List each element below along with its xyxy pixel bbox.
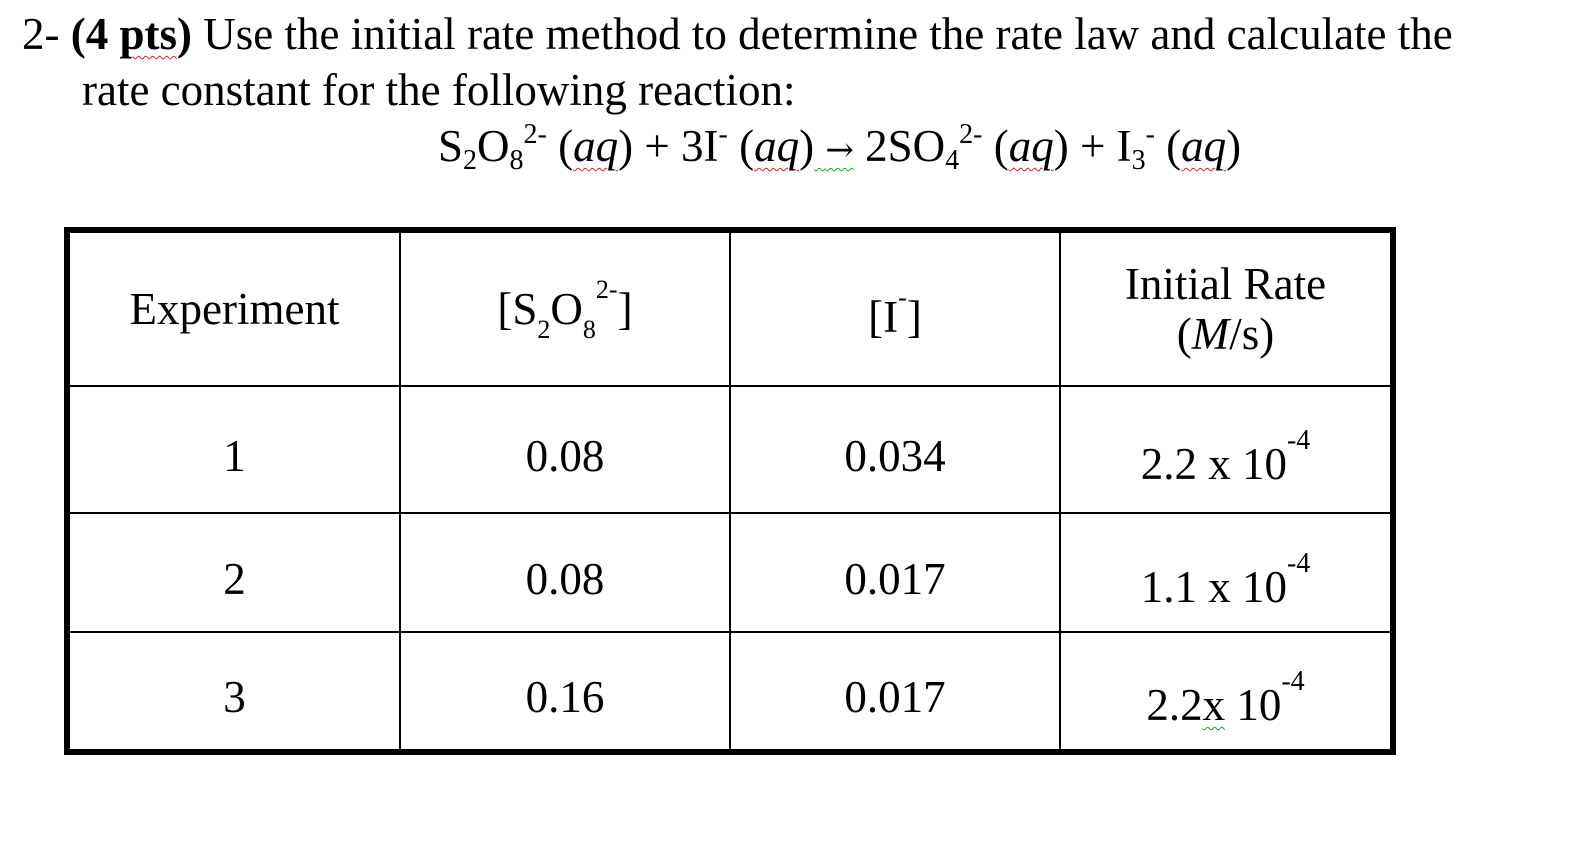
cell-persulfate: 0.08: [399, 385, 731, 514]
question-number: 2-: [22, 9, 60, 59]
cell-iodide: 0.017: [729, 512, 1061, 633]
cell-experiment: 1: [70, 385, 401, 514]
cell-iodide: 0.034: [729, 385, 1061, 514]
cell-persulfate: 0.08: [399, 512, 731, 633]
cell-experiment: 2: [70, 512, 401, 633]
cell-rate: 1.1 x 10-4: [1059, 512, 1390, 633]
header-persulfate-concentration: [S2O82-]: [399, 233, 731, 387]
table-row: 3 0.16 0.017 2.2x 10-4: [70, 631, 1390, 749]
header-iodide-concentration: [I-]: [729, 233, 1061, 387]
header-experiment: Experiment: [70, 233, 401, 387]
question-line-1: 2- (4 pts) Use the initial rate method t…: [22, 6, 1453, 62]
header-initial-rate: Initial Rate (M/s): [1059, 233, 1390, 387]
product-triiodide: I3- (aq): [1116, 119, 1242, 176]
rate-data-table: Experiment [S2O82-] [I-] Initial Rate (M…: [64, 227, 1396, 755]
cell-persulfate: 0.16: [399, 631, 731, 749]
spellcheck-pts: pts: [119, 9, 178, 59]
table-row: 1 0.08 0.034 2.2 x 10-4: [70, 385, 1390, 514]
reaction-equation: S2O82- (aq) + 3I- (aq) → 2SO42- (aq) + I…: [438, 118, 1241, 178]
question-line-2: rate constant for the following reaction…: [82, 65, 796, 115]
reactant-iodide: 3I- (aq) →: [681, 119, 854, 172]
question-points: (4 pts): [70, 9, 193, 59]
question-text: 2- (4 pts) Use the initial rate method t…: [22, 6, 1453, 118]
reactant-persulfate: S2O82- (aq): [438, 119, 634, 176]
table-header-row: Experiment [S2O82-] [I-] Initial Rate (M…: [70, 233, 1390, 387]
plus-sign: +: [1079, 121, 1106, 171]
product-sulfate: 2SO42- (aq): [865, 119, 1069, 176]
cell-experiment: 3: [70, 631, 401, 749]
table-row: 2 0.08 0.017 1.1 x 10-4: [70, 512, 1390, 633]
question-line-1-text: Use the initial rate method to determine…: [203, 9, 1453, 59]
cell-rate: 2.2x 10-4: [1059, 631, 1390, 749]
plus-sign: +: [644, 121, 670, 171]
reaction-arrow-icon: →: [825, 130, 854, 170]
cell-iodide: 0.017: [729, 631, 1061, 749]
cell-rate: 2.2 x 10-4: [1059, 385, 1390, 514]
